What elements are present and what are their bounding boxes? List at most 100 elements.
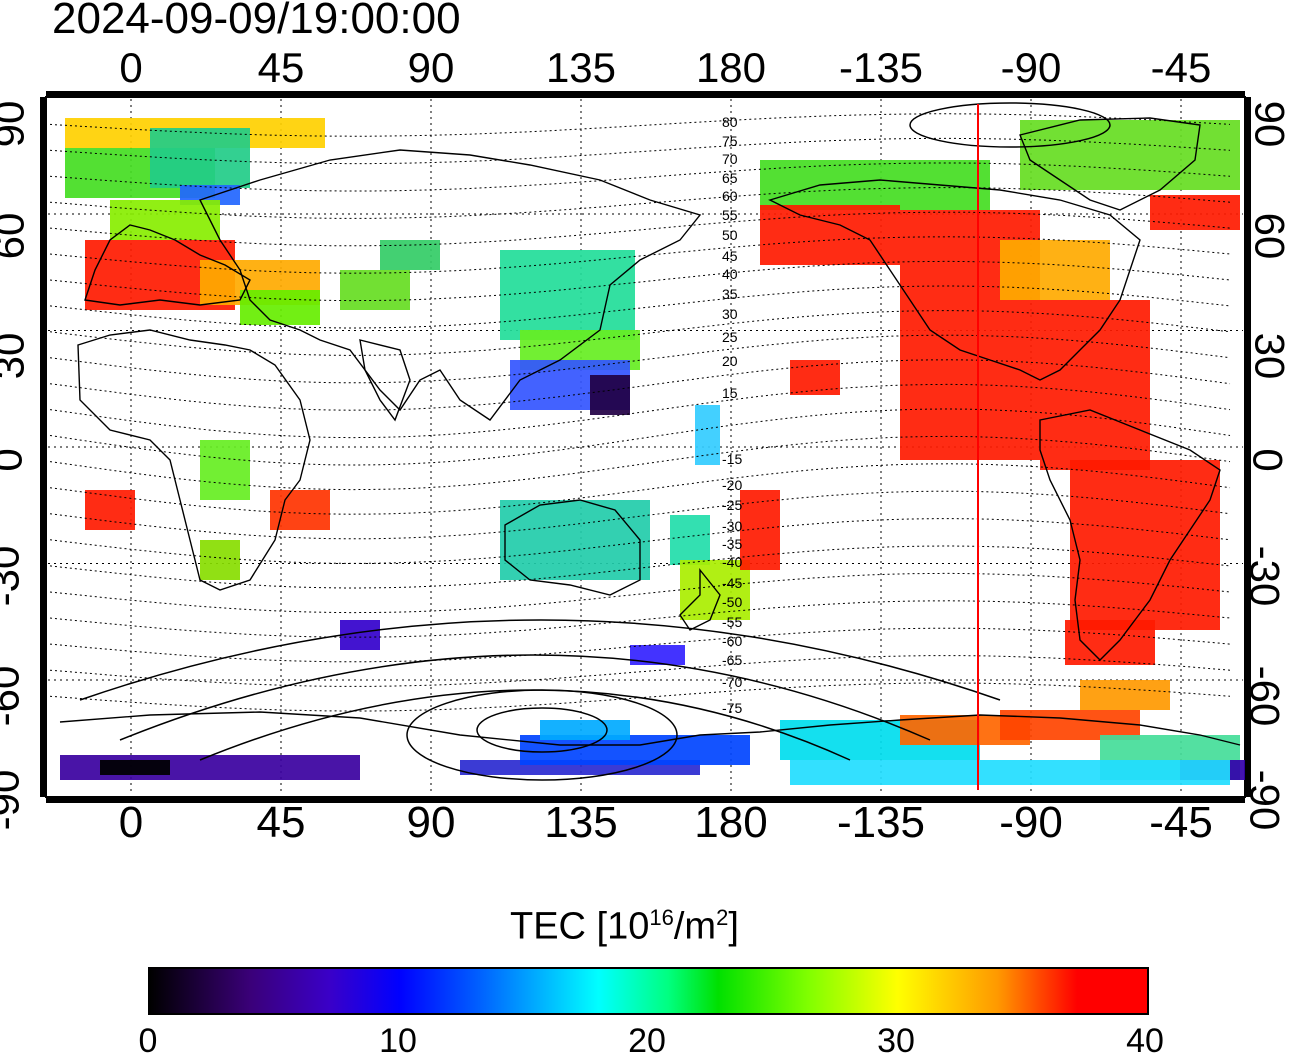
contour-label: -75 <box>722 700 742 716</box>
contour-line <box>49 162 1231 192</box>
lon-tick-bottom: -90 <box>999 798 1063 847</box>
contour-line <box>49 545 1231 589</box>
frame-bottom-bar <box>46 797 1245 803</box>
contour-line <box>49 211 1231 247</box>
lat-tick-left: -30 <box>0 545 28 607</box>
magnetic-latitude-contours <box>49 113 1231 712</box>
tec-map: 80 75 70 65 60 55 50 45 40 35 30 25 20 15 -15 -20 -25 -30… <box>40 91 1251 803</box>
contour-label: -25 <box>722 497 742 513</box>
contour-labels: 80 75 70 65 60 55 50 45 40 35 30 25 20 15 -15 -20 -25 -30… <box>722 114 742 716</box>
lat-tick-right: -60 <box>1241 665 1289 727</box>
tec-patch <box>100 760 170 775</box>
lat-tick-left: -60 <box>0 665 28 727</box>
lon-tick-bottom: 135 <box>544 798 618 847</box>
tec-patch <box>590 375 630 415</box>
contour-label: 80 <box>722 114 738 130</box>
tec-patch <box>1040 300 1150 470</box>
contour-label: 40 <box>722 266 738 282</box>
contour-label: 30 <box>722 306 738 322</box>
tec-patch <box>500 500 650 580</box>
southern-contours <box>79 102 1111 781</box>
frame-right-bar <box>1245 97 1251 797</box>
contour-label: 20 <box>722 353 738 369</box>
lat-tick-left: -90 <box>0 769 28 831</box>
lat-tick-right: 30 <box>1246 332 1294 380</box>
tec-patch <box>790 360 840 395</box>
lon-tick-top: 45 <box>257 44 305 91</box>
tec-patch <box>1080 680 1170 710</box>
contour-line <box>49 137 1231 165</box>
contour-line <box>49 187 1231 219</box>
contour-label: -60 <box>722 633 742 649</box>
lon-tick-top: -135 <box>838 44 924 91</box>
contour-line <box>49 655 1231 687</box>
tec-patch <box>1020 120 1240 190</box>
contour-label: 15 <box>722 385 738 401</box>
tec-patch <box>630 645 685 665</box>
colorbar-label: 10 <box>379 1022 417 1060</box>
lon-tick-top: 0 <box>119 44 143 91</box>
tec-patch <box>1150 195 1240 230</box>
tec-patch <box>790 760 1230 785</box>
contour-label: -15 <box>722 451 742 467</box>
tec-patch <box>500 250 635 340</box>
contour-label: -45 <box>722 575 742 591</box>
lat-tick-right: 90 <box>1246 100 1294 148</box>
contour-label: -65 <box>722 652 742 668</box>
contour-label: -40 <box>722 554 742 570</box>
tec-patch <box>760 205 900 265</box>
frame-top-bar <box>46 91 1245 97</box>
tec-patch <box>1070 460 1220 630</box>
lat-tick-left: 90 <box>0 100 33 148</box>
lon-tick-top: 90 <box>407 44 455 91</box>
frame-left-bar <box>40 97 46 797</box>
lat-tick-left: 60 <box>0 212 33 260</box>
colorbar-label: 20 <box>628 1022 666 1060</box>
contour-line <box>49 627 1231 663</box>
contour-line <box>49 285 1231 329</box>
contour-label: 45 <box>722 248 738 264</box>
contour-line <box>49 310 1231 356</box>
contour-label: 70 <box>722 151 738 167</box>
lat-tick-right: -30 <box>1241 545 1289 607</box>
contour-label: 60 <box>722 188 738 204</box>
lon-tick-top: 135 <box>545 44 617 91</box>
tec-patch <box>200 440 250 500</box>
contour-line <box>49 572 1231 614</box>
tec-patch <box>540 720 630 740</box>
contour-label: -50 <box>722 594 742 610</box>
tec-patch <box>1000 240 1110 300</box>
lon-tick-bottom: 90 <box>406 798 456 847</box>
contour-label: -35 <box>722 536 742 552</box>
tec-patch <box>740 490 780 570</box>
contour-label: 65 <box>722 170 738 186</box>
lat-tick-right: -90 <box>1241 769 1289 831</box>
lon-tick-top: -90 <box>1000 44 1062 91</box>
timestamp: 2024-09-09/19:00:00 <box>52 0 461 43</box>
tec-patch <box>340 270 410 310</box>
lon-tick-top: 180 <box>695 44 767 91</box>
tec-patch <box>1065 620 1155 665</box>
tec-patch <box>670 515 710 565</box>
contour-label: 35 <box>722 286 738 302</box>
lon-tick-bottom: 180 <box>694 798 768 847</box>
colorbar-label: 40 <box>1126 1022 1164 1060</box>
contour-line <box>49 236 1231 274</box>
lon-tick-bottom: -45 <box>1149 798 1213 847</box>
contour-line <box>49 113 1231 137</box>
colorbar-title: TEC [1016/m2] <box>510 905 739 948</box>
lon-tick-bottom: -135 <box>836 798 926 847</box>
tec-patch <box>200 540 240 580</box>
tec-patch <box>695 405 720 465</box>
contour-label: 25 <box>722 329 738 345</box>
lat-tick-right: 0 <box>1244 448 1292 472</box>
contour-label: 50 <box>722 227 738 243</box>
lon-tick-bottom: 0 <box>118 798 144 847</box>
contour-label: -30 <box>722 518 742 534</box>
tec-patch <box>240 290 320 325</box>
contour-label: -20 <box>722 477 742 493</box>
contour-line <box>49 600 1231 638</box>
contour-label: -55 <box>722 614 742 630</box>
tec-patch <box>85 490 135 530</box>
contour-label: 75 <box>722 133 738 149</box>
